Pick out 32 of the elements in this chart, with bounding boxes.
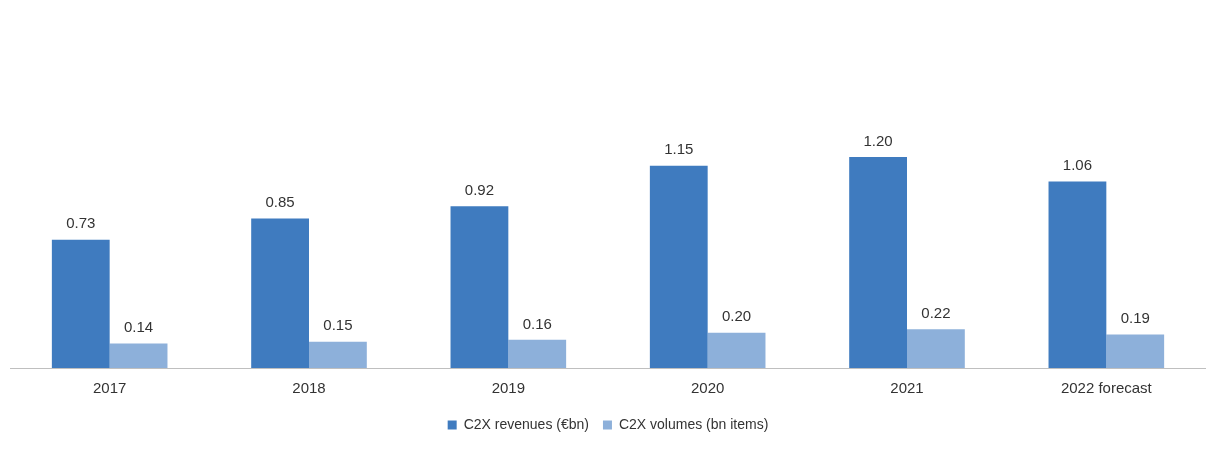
bar (1106, 334, 1165, 368)
x-tick-label: 2020 (690, 379, 725, 397)
data-label: 1.15 (664, 140, 694, 158)
legend-label: C2X volumes (bn items) (618, 415, 769, 432)
bar (109, 343, 168, 368)
x-tick-label: 2018 (292, 379, 326, 397)
data-label: 0.16 (522, 314, 552, 332)
x-tick-label: 2022 forecast (1060, 379, 1153, 397)
bar (508, 339, 567, 368)
data-label: 1.20 (863, 131, 893, 149)
data-label: 0.14 (123, 318, 154, 336)
bar (1048, 181, 1107, 368)
data-label: 0.85 (265, 193, 295, 211)
bar (649, 165, 708, 368)
bar (450, 206, 509, 368)
data-label: 0.73 (66, 214, 96, 232)
bar (849, 157, 907, 368)
x-tick-label: 2017 (92, 379, 127, 397)
x-tick-label: 2021 (890, 379, 924, 397)
bar (707, 332, 766, 368)
data-label: 0.22 (921, 303, 951, 321)
data-label: 0.20 (721, 307, 752, 325)
data-label: 1.06 (1062, 156, 1093, 174)
data-label: 0.92 (464, 180, 495, 198)
x-tick-label: 2019 (491, 379, 526, 397)
bar (251, 218, 309, 368)
bar (51, 239, 110, 368)
data-label: 0.19 (1120, 309, 1150, 327)
bar (309, 341, 367, 368)
legend-label: C2X revenues (€bn) (463, 415, 589, 432)
data-label: 0.15 (323, 316, 353, 334)
bar (907, 329, 965, 368)
